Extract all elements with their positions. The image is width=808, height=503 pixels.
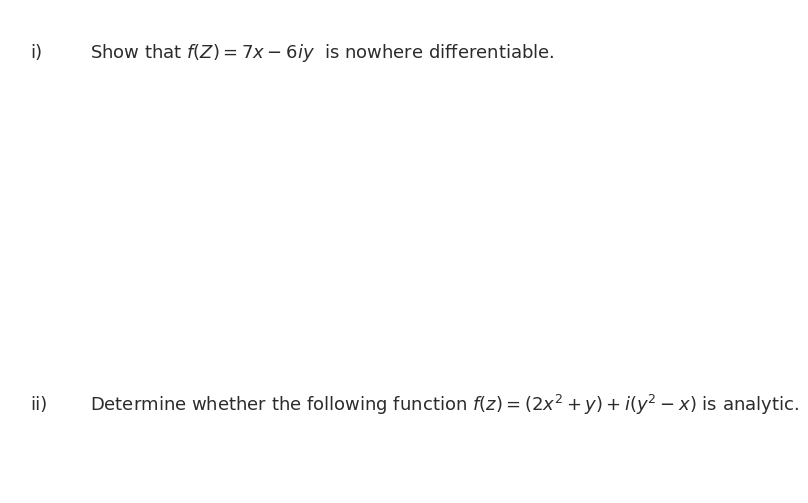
- Text: Show that $f(Z) = 7x - 6iy$  is nowhere differentiable.: Show that $f(Z) = 7x - 6iy$ is nowhere d…: [90, 42, 555, 64]
- Text: i): i): [31, 44, 43, 62]
- Text: ii): ii): [31, 396, 48, 414]
- Text: Determine whether the following function $f(z) = (2x^2 + y) + i(y^2 - x)$ is ana: Determine whether the following function…: [90, 393, 799, 417]
